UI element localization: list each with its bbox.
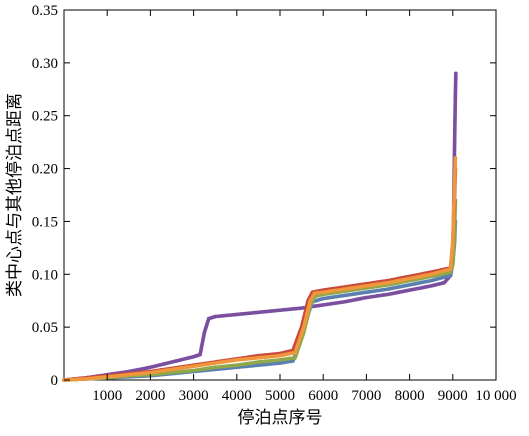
x-tick-label: 9000 (438, 388, 468, 404)
x-tick-label: 7000 (351, 388, 381, 404)
series-5 (62, 156, 458, 382)
x-tick-label: 3000 (179, 388, 209, 404)
x-tick-label: 2000 (135, 388, 165, 404)
y-tick-label: 0.25 (32, 109, 58, 125)
x-tick-label: 4000 (222, 388, 252, 404)
x-tick-label: 5000 (265, 388, 295, 404)
x-tick-label: 10 000 (475, 388, 516, 404)
data-marks (62, 71, 458, 382)
x-tick-label: 8000 (395, 388, 425, 404)
y-tick-label: 0 (51, 373, 59, 389)
data-point (453, 71, 458, 76)
plot-frame (63, 9, 497, 381)
y-tick-label: 0.35 (32, 3, 58, 19)
y-tick-label: 0.10 (32, 267, 58, 283)
x-tick-label: 1000 (92, 388, 122, 404)
x-axis-title: 停泊点序号 (238, 408, 323, 428)
y-tick-label: 0.20 (32, 162, 58, 178)
axes: 1000 2000 3000 4000 5000 6000 7000 8000 9000 10 0… (32, 3, 517, 404)
data-point (453, 156, 458, 160)
series-4 (62, 166, 458, 382)
y-tick-label: 0.30 (32, 56, 58, 72)
y-tick-label: 0.05 (32, 320, 58, 336)
y-tick-label: 0.15 (32, 214, 58, 230)
y-axis-title: 类中心点与其他停泊点距离 (5, 93, 25, 297)
series-1 (62, 71, 458, 382)
x-tick-label: 6000 (308, 388, 338, 404)
